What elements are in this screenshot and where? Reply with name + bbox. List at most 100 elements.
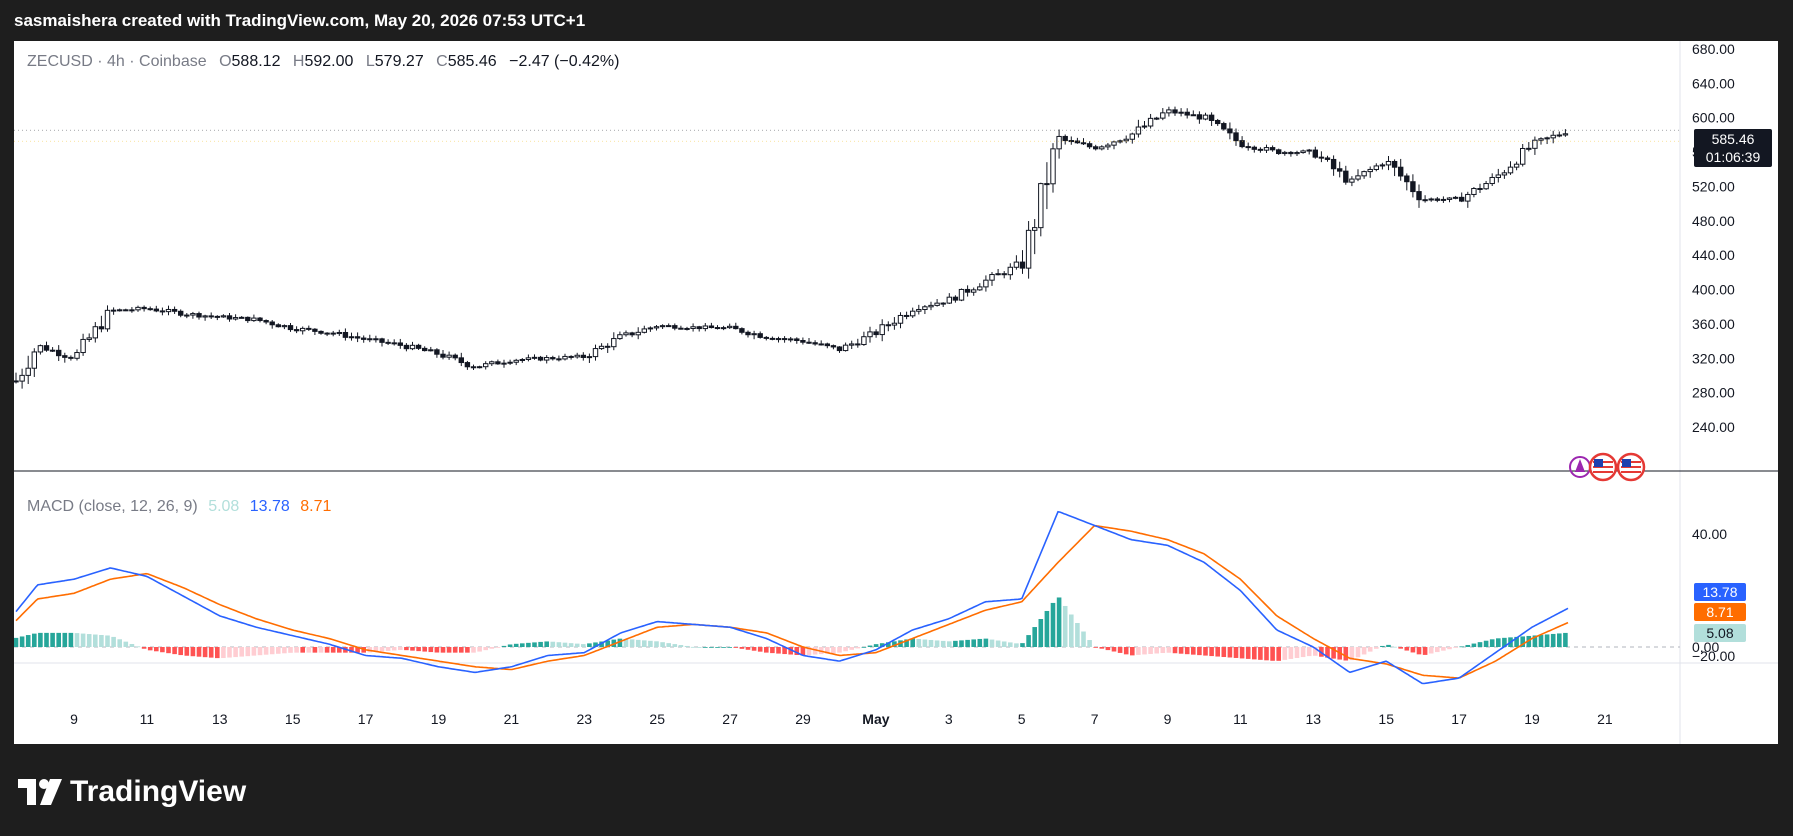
candle-body <box>922 306 928 310</box>
candle-body <box>708 325 715 329</box>
macd-histogram-bar <box>892 641 897 647</box>
candle-body <box>800 340 806 343</box>
candle-body <box>1330 158 1337 170</box>
macd-histogram-bar <box>727 647 732 648</box>
macd-histogram-bar <box>330 647 336 653</box>
macd-histogram-bar <box>1245 647 1251 659</box>
candle-body <box>806 341 812 344</box>
macd-legend: MACD (close, 12, 26, 9) 5.08 13.78 8.71 <box>27 498 331 516</box>
time-axis-tick: 29 <box>795 711 811 727</box>
candle-body <box>544 357 550 361</box>
candle-body <box>568 355 574 358</box>
macd-histogram-bar <box>422 647 427 652</box>
candle-body <box>117 309 123 312</box>
macd-histogram-bar <box>831 647 836 654</box>
candle-body <box>220 315 227 318</box>
macd-histogram-bar <box>440 647 446 653</box>
macd-histogram-bar <box>428 647 434 653</box>
candle-body <box>678 327 684 330</box>
macd-histogram-bar <box>495 647 501 648</box>
macd-label[interactable]: MACD (close, 12, 26, 9) <box>27 498 198 515</box>
candle-body <box>1562 133 1569 136</box>
candle-body <box>562 355 568 360</box>
candle-body <box>196 313 202 318</box>
candle-body <box>324 332 330 335</box>
macd-histogram-bar <box>379 647 385 652</box>
candle-body <box>251 317 257 322</box>
candle-body <box>43 345 50 351</box>
attribution-text: sasmaishera created with TradingView.com… <box>14 11 586 30</box>
macd-histogram-bar <box>25 635 31 647</box>
candle-body <box>306 327 312 330</box>
macd-histogram-bar <box>483 647 488 651</box>
macd-histogram-bar <box>635 639 641 647</box>
candle-body <box>1196 114 1203 120</box>
candle-body <box>934 302 940 306</box>
macd-histogram-bar <box>721 647 726 648</box>
us-flag-icon[interactable] <box>1588 452 1618 482</box>
macd-hist-value: 5.08 <box>208 498 240 515</box>
candle-body <box>25 367 31 376</box>
macd-histogram-bar <box>1264 647 1269 661</box>
candle-body <box>769 337 776 340</box>
macd-histogram-bar <box>135 646 141 648</box>
macd-histogram-bar <box>373 647 379 652</box>
macd-histogram-bar <box>660 642 665 647</box>
macd-histogram-bar <box>532 642 537 647</box>
candle-body <box>1147 117 1154 127</box>
macd-histogram-bar <box>208 647 214 658</box>
macd-histogram-bar <box>1313 647 1318 656</box>
macd-histogram-bar <box>269 647 275 655</box>
macd-histogram-bar <box>1233 647 1239 658</box>
candle-body <box>275 324 282 328</box>
time-axis-tick: 23 <box>577 711 593 727</box>
candle-body <box>885 324 891 327</box>
price-axis-tick: 680.00 <box>1692 41 1735 57</box>
macd-histogram-bar <box>80 633 86 647</box>
candle-body <box>1300 150 1306 154</box>
macd-histogram-bar <box>1544 634 1550 647</box>
macd-histogram-bar <box>1111 647 1117 652</box>
us-flag-icon[interactable] <box>1616 452 1646 482</box>
candle-body <box>940 302 946 305</box>
candle-body <box>1312 149 1318 158</box>
time-axis-tick: 5 <box>1018 711 1026 727</box>
candle-body <box>952 296 959 301</box>
candle-body <box>336 331 343 335</box>
macd-histogram-bar <box>599 641 604 647</box>
candle-body <box>781 338 788 341</box>
time-axis-tick: 21 <box>504 711 520 727</box>
symbol-label[interactable]: ZECUSD · 4h · Coinbase <box>27 53 207 70</box>
tradingview-logo[interactable]: TradingView <box>18 772 246 812</box>
chart-svg[interactable]: 680.00640.00600.00560.00520.00480.00440.… <box>14 41 1778 744</box>
candle-body <box>129 309 135 312</box>
candle-body <box>123 309 129 312</box>
candle-body <box>775 338 782 341</box>
macd-histogram-bar <box>1367 647 1373 652</box>
macd-histogram-bar <box>995 640 1001 647</box>
candle-body <box>1459 196 1465 202</box>
calendar-event-icon[interactable] <box>1569 456 1591 478</box>
macd-histogram-bar <box>410 647 415 651</box>
candle-body <box>300 327 306 332</box>
candle-body <box>1178 111 1184 114</box>
candle-body <box>1337 168 1343 172</box>
macd-line <box>15 510 1569 685</box>
macd-histogram-bar <box>1447 647 1452 650</box>
candle-body <box>293 329 300 332</box>
macd-histogram-bar <box>574 643 580 647</box>
chart-area[interactable]: 680.00640.00600.00560.00520.00480.00440.… <box>14 41 1778 744</box>
macd-histogram-bar <box>221 647 226 659</box>
time-axis-tick: 11 <box>1233 711 1248 727</box>
candle-body <box>208 315 214 318</box>
macd-histogram-bar <box>1008 642 1013 647</box>
macd-histogram-bar <box>1410 647 1416 653</box>
candle-body <box>141 306 147 310</box>
candle-body <box>1123 138 1129 142</box>
macd-histogram-bar <box>1136 647 1141 655</box>
macd-histogram-bar <box>105 635 110 647</box>
candle-body <box>92 326 98 339</box>
macd-histogram-bar <box>922 639 928 647</box>
macd-histogram-bar <box>1325 647 1330 658</box>
event-icons[interactable] <box>1566 450 1646 484</box>
